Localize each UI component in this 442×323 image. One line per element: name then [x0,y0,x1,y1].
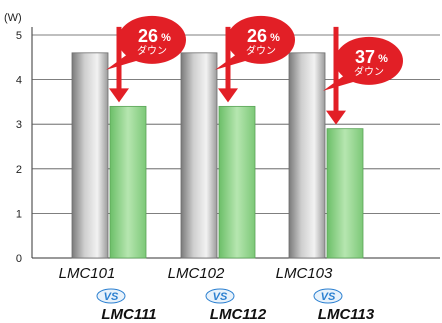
reduction-percent: 26 [247,26,267,46]
reduction-bubble [118,15,186,64]
bar-after [218,105,256,259]
y-tick-label: 4 [16,75,22,87]
category-label-before: LMC103 [276,265,333,282]
y-tick-label: 3 [16,119,22,131]
reduction-percent: 26 [138,26,158,46]
vs-badge [313,288,343,304]
reduction-label: ダウン [246,44,276,57]
y-tick-label: 5 [16,30,22,42]
down-arrow-head [109,88,129,103]
y-tick-label: 2 [16,164,22,176]
vs-badge [205,288,235,304]
category-label-before: LMC101 [59,265,116,282]
reduction-label: ダウン [354,65,384,78]
y-tick-label: 0 [16,253,22,265]
bar-before [180,52,218,259]
reduction-bubble [335,36,403,85]
vs-badge [96,288,126,304]
down-arrow-head [326,110,346,125]
percent-sign: % [378,53,388,65]
category-label-after: LMC111 [101,306,156,323]
category-label-after: LMC113 [318,306,375,323]
bubble-tail [215,53,249,70]
category-label-after: LMC112 [210,306,267,323]
y-tick-label: 1 [16,208,22,220]
reduction-bubble [227,15,295,64]
down-arrow-head [218,88,238,103]
bar-after [326,128,364,259]
bar-before [71,52,109,259]
bubble-tail [106,53,140,70]
bars [71,52,364,259]
percent-sign: % [161,32,171,44]
bar-after [109,105,147,259]
y-axis-ticks: 0 1 2 3 4 5 [16,30,22,265]
percent-sign: % [270,32,280,44]
y-axis-unit: (W) [4,12,22,24]
bubble-tail [323,74,357,91]
vs-label: VS [104,291,119,303]
category-label-before: LMC102 [168,265,225,282]
reduction-label: ダウン [137,44,167,57]
bar-before [288,52,326,259]
reduction-percent: 37 [355,47,375,67]
vs-label: VS [321,291,336,303]
category-labels: LMC101 VS LMC111 LMC102 VS LMC112 LMC103 VS LMC1… [59,265,375,323]
vs-label: VS [213,291,228,303]
